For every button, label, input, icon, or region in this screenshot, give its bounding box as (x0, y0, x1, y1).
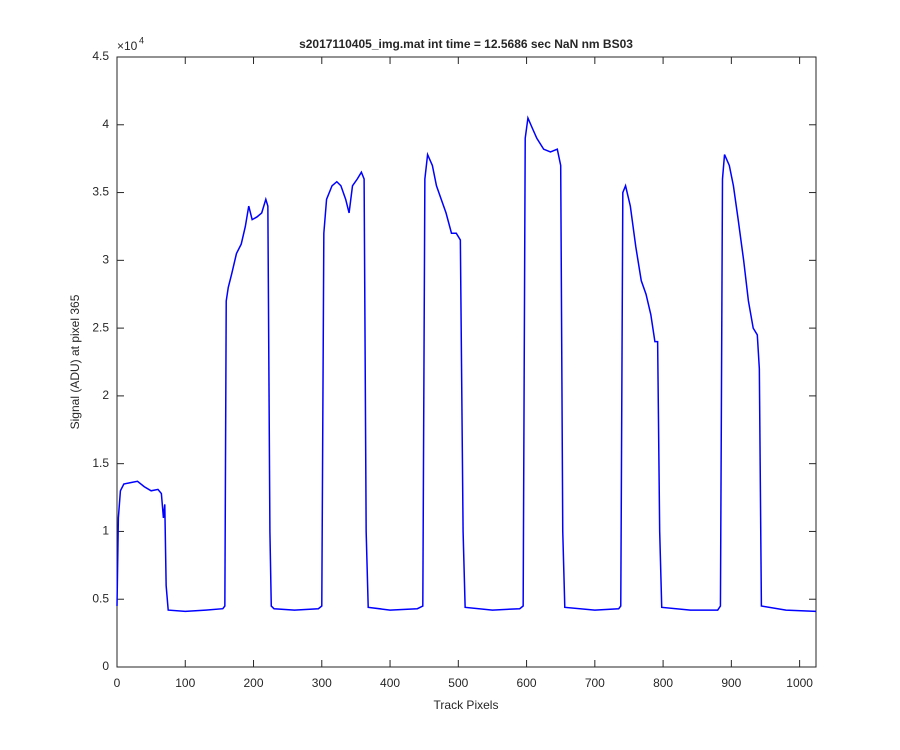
x-tick-label: 400 (380, 676, 400, 690)
x-tick-label: 700 (585, 676, 605, 690)
y-tick-label: 4 (102, 117, 109, 131)
data-line (116, 115, 817, 613)
y-tick-label: 2 (102, 388, 109, 402)
x-tick-label: 200 (244, 676, 264, 690)
x-tick-label: 1000 (786, 676, 813, 690)
plot-box (116, 56, 817, 668)
x-tick-label: 500 (448, 676, 468, 690)
y-tick-label: 1.5 (92, 456, 109, 470)
y-tick-label: 3 (102, 253, 109, 267)
x-tick-label: 800 (653, 676, 673, 690)
y-exponent: 4 (139, 35, 144, 45)
chart-title: s2017110405_img.mat int time = 12.5686 s… (299, 37, 633, 51)
x-tick-label: 600 (517, 676, 537, 690)
y-exponent-base: ×10 (117, 39, 138, 53)
x-tick-label: 900 (721, 676, 741, 690)
x-tick-label: 100 (175, 676, 195, 690)
y-tick-label: 1 (102, 524, 109, 538)
x-axis-label: Track Pixels (434, 698, 499, 712)
y-tick-label: 0.5 (92, 591, 109, 605)
x-tick-label: 300 (312, 676, 332, 690)
y-tick-label: 2.5 (92, 320, 109, 334)
x-tick-label: 0 (114, 676, 121, 690)
y-tick-label: 4.5 (92, 49, 109, 63)
y-tick-label: 3.5 (92, 185, 109, 199)
y-axis-label: Signal (ADU) at pixel 365 (68, 294, 82, 429)
y-tick-label: 0 (102, 659, 109, 673)
